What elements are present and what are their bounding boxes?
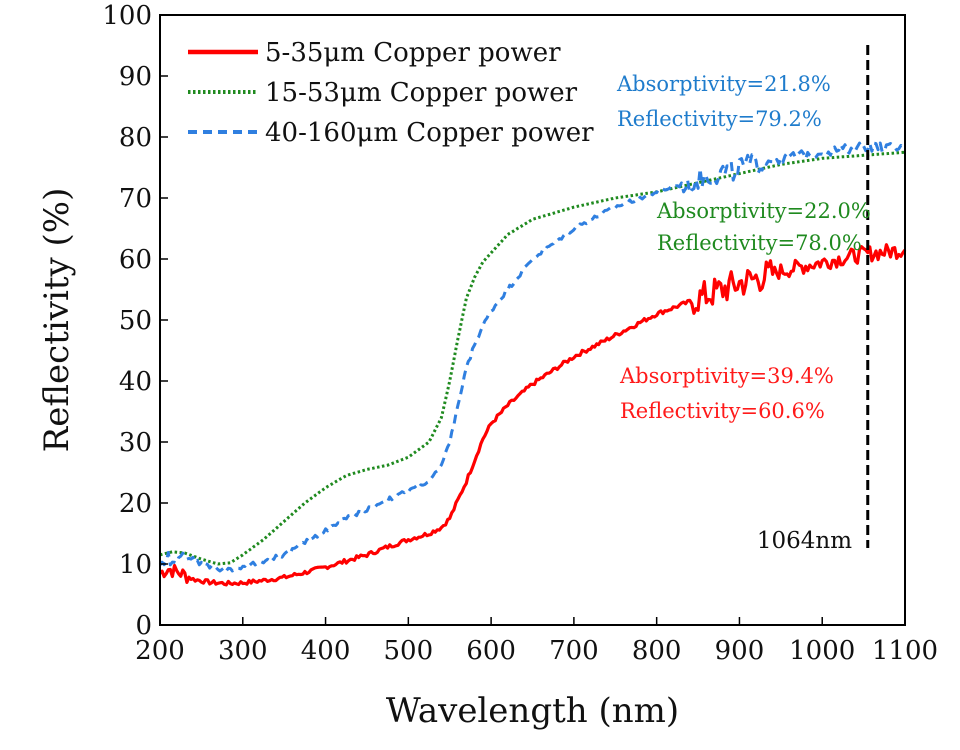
- legend-label: 15-53μm Copper power: [265, 78, 578, 108]
- x-axis-title: Wavelength (nm): [386, 691, 679, 731]
- annotation-text: Reflectivity=79.2%: [617, 107, 822, 131]
- x-tick-label: 600: [466, 636, 516, 666]
- y-axis-title: Reflectivity (%): [37, 188, 77, 453]
- series-layer: [158, 141, 907, 587]
- y-tick-label: 80: [119, 123, 152, 153]
- y-tick-label: 50: [119, 306, 152, 336]
- y-tick-label: 100: [102, 1, 152, 31]
- series-line-1: [158, 243, 907, 587]
- y-tick-label: 10: [119, 550, 152, 580]
- y-tick-label: 60: [119, 245, 152, 275]
- annotation-text: Absorptivity=39.4%: [619, 364, 834, 388]
- annotation-text: Reflectivity=60.6%: [620, 399, 825, 423]
- x-tick-label: 200: [135, 636, 185, 666]
- series-line-2: [159, 150, 906, 566]
- legend-label: 40-160μm Copper power: [265, 118, 594, 148]
- tick-layer: 200 300 400 500 600 700 800 900 1000 1100 0 10 20 30 4…: [102, 1, 938, 666]
- y-tick-label: 70: [119, 184, 152, 214]
- annotation-text: Reflectivity=78.0%: [657, 231, 862, 255]
- x-tick-label: 800: [632, 636, 682, 666]
- legend-label: 5-35μm Copper power: [265, 38, 561, 68]
- annotations: Absorptivity=21.8% Reflectivity=79.2% Abso…: [616, 72, 871, 423]
- x-tick-label: 300: [218, 636, 268, 666]
- marker-layer: 1064nm: [757, 45, 870, 554]
- series-line-3: [158, 141, 906, 573]
- y-tick-label: 20: [119, 489, 152, 519]
- x-tick-label: 1100: [872, 636, 938, 666]
- x-tick-label: 400: [301, 636, 351, 666]
- x-tick-label: 500: [384, 636, 434, 666]
- y-tick-label: 30: [119, 428, 152, 458]
- y-tick-label: 90: [119, 62, 152, 92]
- y-tick-label: 0: [135, 611, 152, 641]
- x-tick-label: 700: [549, 636, 599, 666]
- legend: 5-35μm Copper power 15-53μm Copper power 4…: [188, 38, 594, 148]
- annotation-text: Absorptivity=21.8%: [616, 72, 831, 96]
- annotation-text: Absorptivity=22.0%: [656, 199, 871, 223]
- x-tick-label: 1000: [789, 636, 855, 666]
- y-tick-label: 40: [119, 367, 152, 397]
- x-tick-label: 900: [715, 636, 765, 666]
- marker-label: 1064nm: [757, 528, 852, 554]
